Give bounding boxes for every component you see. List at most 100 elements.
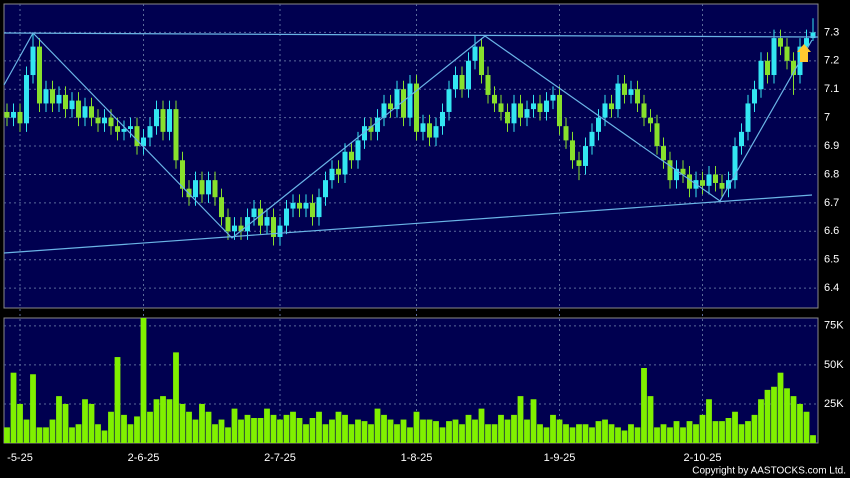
volume-bar — [784, 388, 790, 443]
volume-bar — [771, 386, 777, 443]
candle-body — [147, 126, 153, 138]
volume-bar — [23, 419, 30, 443]
volume-bar — [446, 421, 452, 443]
volume-bar — [309, 418, 316, 443]
candle-body — [726, 180, 731, 189]
volume-bar — [166, 399, 173, 443]
candle-body — [76, 100, 81, 118]
candle-body — [245, 217, 250, 232]
candle-body — [323, 180, 328, 198]
y-tick-label: 6.6 — [824, 225, 839, 237]
candle-body — [167, 109, 172, 132]
candle-body — [4, 111, 10, 118]
candle-body — [563, 126, 569, 141]
volume-bar — [335, 411, 342, 443]
volume-bar — [348, 424, 355, 443]
volume-bar — [602, 419, 608, 443]
y-tick-label: 25K — [824, 398, 844, 410]
volume-bar — [342, 414, 348, 443]
candle-body — [128, 126, 133, 130]
candle-body — [303, 202, 309, 209]
volume-bar — [400, 419, 407, 443]
volume-bar — [550, 414, 556, 443]
candle-body — [609, 103, 614, 110]
candle-body — [43, 89, 49, 104]
volume-bar — [439, 427, 446, 443]
candle-body — [284, 208, 289, 226]
volume-bar — [641, 368, 647, 443]
candle-body — [193, 180, 198, 198]
volume-bar — [628, 424, 634, 443]
volume-bar — [803, 411, 810, 443]
candle-body — [433, 126, 439, 138]
volume-bar — [420, 419, 426, 443]
volume-bar — [368, 424, 374, 443]
volume-bar — [647, 396, 654, 443]
candle-body — [544, 100, 549, 112]
candle-body — [206, 180, 211, 195]
candle-body — [37, 46, 42, 104]
y-tick-label: 7.3 — [824, 26, 839, 38]
candle-body — [316, 197, 322, 218]
candle-body — [394, 89, 400, 110]
volume-bar — [49, 419, 56, 443]
candle-body — [674, 168, 679, 181]
candle-body — [277, 225, 283, 237]
candle-body — [810, 32, 816, 39]
candle-body — [459, 75, 465, 90]
volume-bar — [712, 421, 719, 443]
volume-bar — [673, 421, 680, 443]
volume-bar — [465, 414, 472, 443]
volume-bar — [660, 424, 667, 443]
candle-body — [550, 94, 556, 101]
x-tick-label: 1-8-25 — [401, 452, 433, 464]
copyright: Copyright by AASTOCKS.com Ltd. — [692, 466, 846, 477]
candle-body — [635, 89, 640, 104]
volume-bar — [615, 427, 621, 443]
volume-bar — [654, 427, 660, 443]
volume-bar — [790, 396, 797, 443]
volume-bar — [394, 424, 400, 443]
volume-bar — [524, 419, 530, 443]
volume-bar — [160, 396, 166, 443]
volume-bar — [589, 427, 595, 443]
volume-bar — [582, 424, 589, 443]
candle-body — [342, 151, 348, 175]
marks — [4, 18, 816, 443]
candle-body — [30, 46, 36, 76]
volume-bar — [433, 421, 439, 443]
candle-body — [791, 60, 796, 76]
candle-body — [739, 131, 744, 147]
candle-body — [537, 103, 543, 112]
candle-body — [784, 46, 790, 61]
volume-bar — [290, 411, 296, 443]
volume-bar — [251, 418, 257, 443]
volume-bar — [153, 399, 160, 443]
candle-body — [804, 38, 809, 47]
candle-body — [628, 89, 634, 95]
volume-bar — [355, 419, 361, 443]
y-tick-label: 7 — [824, 112, 830, 124]
volume-bar — [530, 399, 537, 443]
volume-bar — [732, 411, 738, 443]
volume-bar — [82, 399, 88, 443]
candle-body — [219, 197, 224, 218]
volume-bar — [225, 427, 231, 443]
price-panel — [3, 3, 819, 309]
candle-body — [264, 217, 270, 226]
volume-bar — [4, 427, 10, 443]
volume-bar — [264, 408, 270, 443]
candle-body — [141, 137, 146, 147]
volume-bar — [88, 403, 95, 443]
candle-body — [414, 83, 419, 132]
volume-bar — [608, 424, 615, 443]
volume-bar — [810, 435, 816, 443]
candle-body — [648, 117, 653, 124]
volume-bar — [270, 414, 277, 443]
volume-bar — [75, 424, 82, 443]
candle-body — [687, 174, 692, 189]
candle-body — [472, 46, 478, 61]
candle-body — [238, 225, 244, 232]
volume-bar — [686, 421, 693, 443]
volume-bar — [361, 421, 368, 443]
